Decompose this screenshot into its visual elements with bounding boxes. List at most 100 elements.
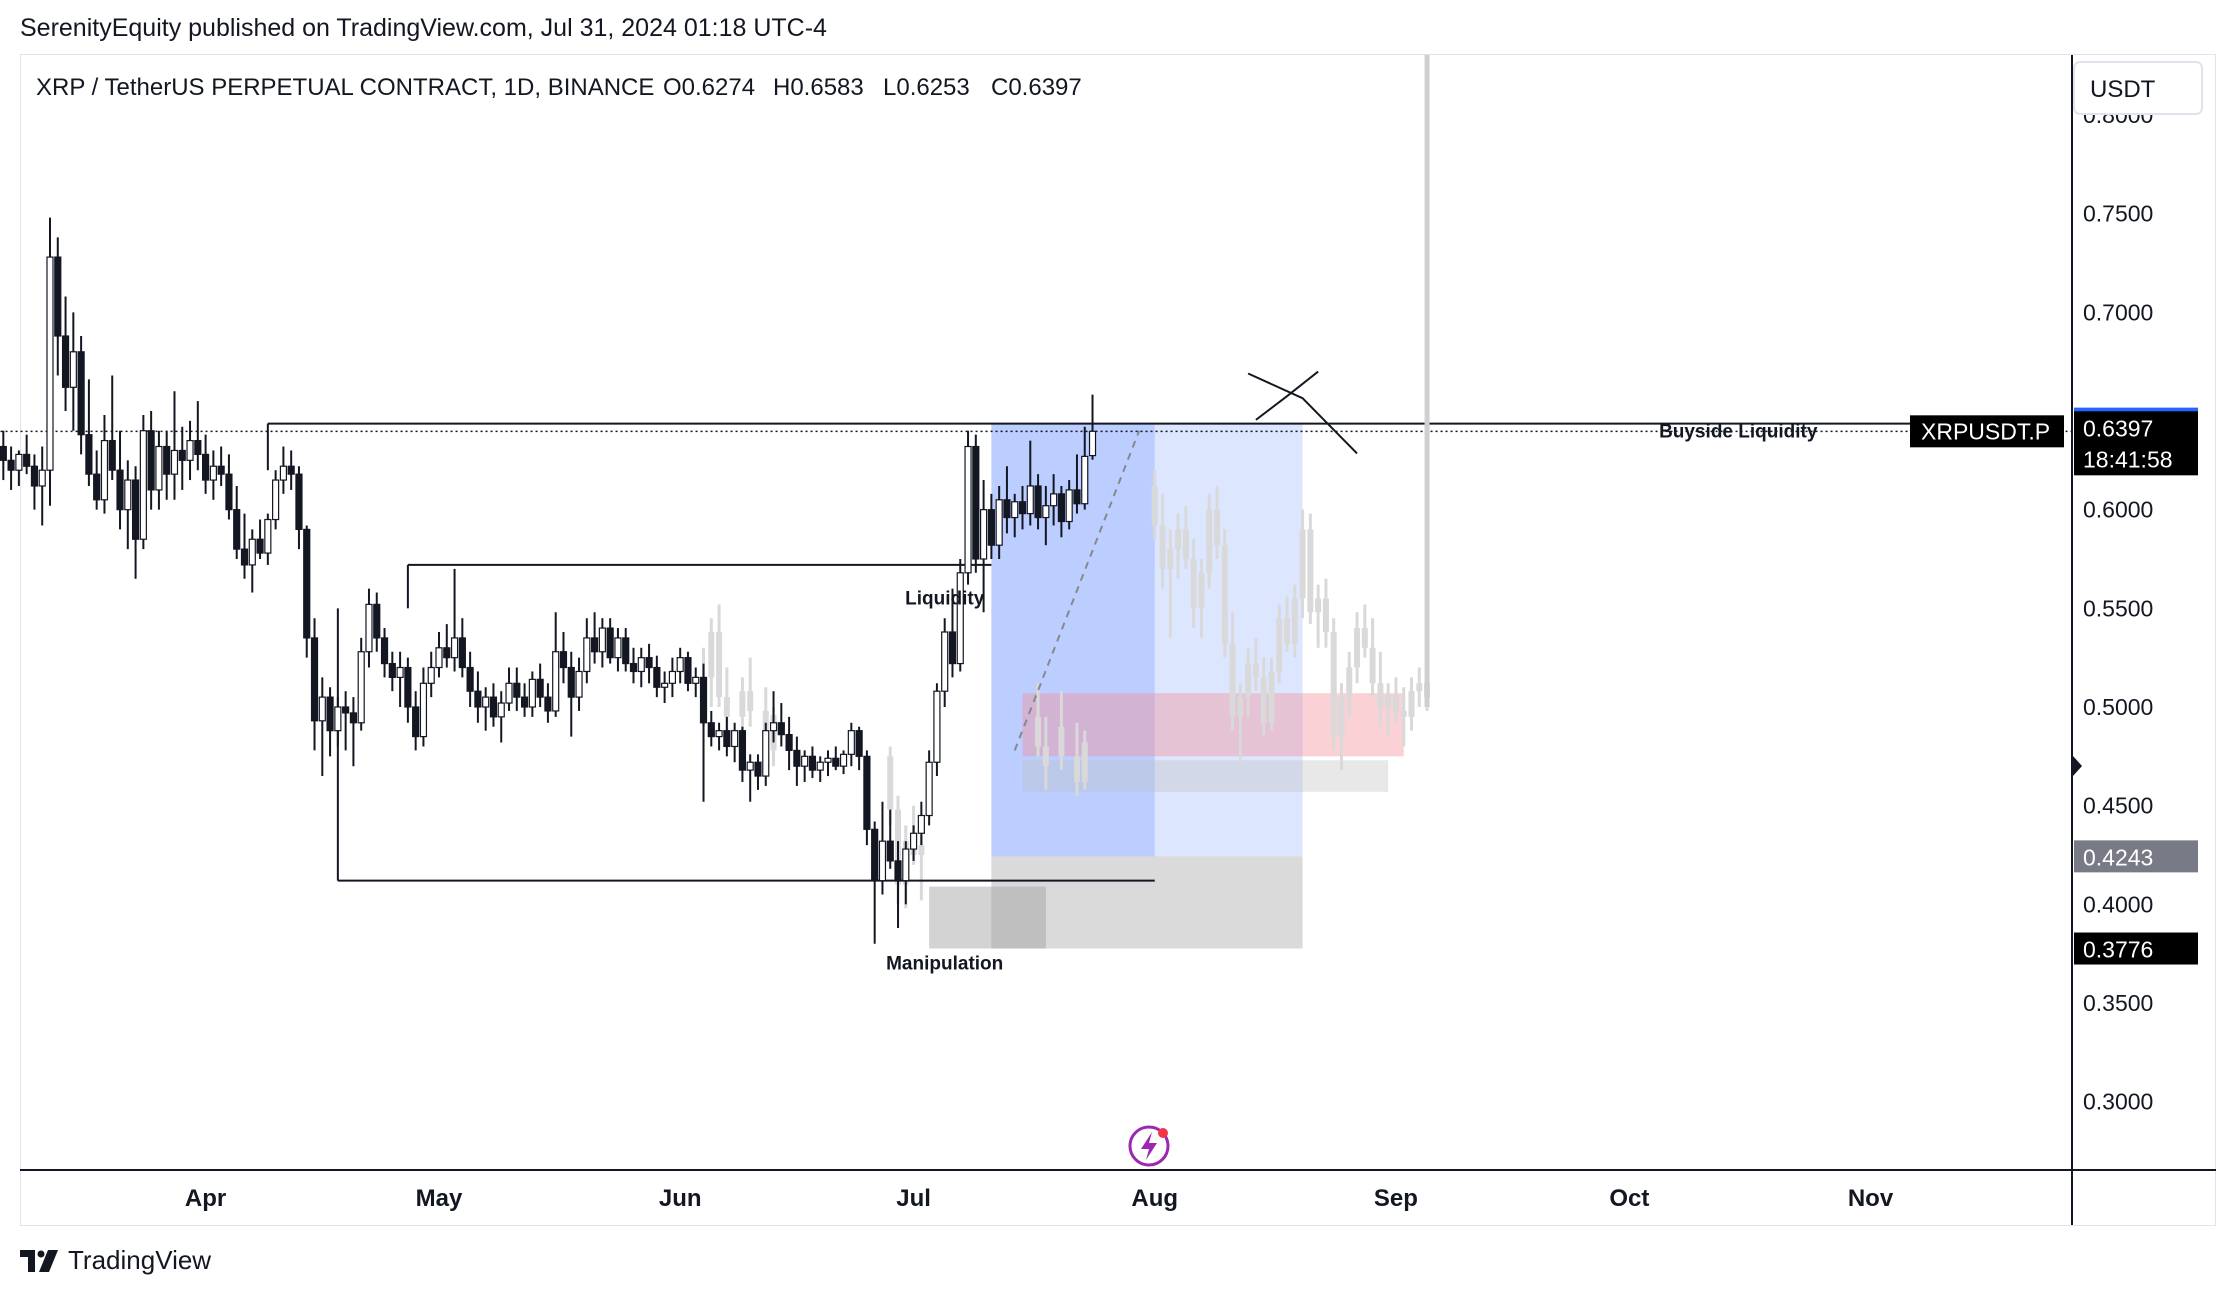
candle — [100, 439, 109, 501]
currency-button-bg[interactable] — [2073, 61, 2203, 115]
lightning-icon-bolt[interactable] — [1141, 1132, 1157, 1160]
projected-candle — [887, 756, 894, 810]
projected-candle — [1221, 545, 1228, 644]
candle — [1065, 489, 1073, 523]
projected-candle — [1299, 529, 1306, 599]
projected-candle — [1315, 598, 1322, 613]
projected-candle — [1198, 572, 1205, 609]
candle — [388, 662, 396, 678]
price-tick-label: 0.3500 — [2083, 990, 2153, 1016]
time-tick-label: Sep — [1374, 1185, 1418, 1212]
price-label-bg — [2074, 932, 2198, 965]
candle — [373, 603, 381, 639]
candle — [458, 637, 466, 669]
symbol-tag-bg — [1910, 415, 2064, 448]
projected-candle — [1284, 618, 1291, 644]
price-label-value: 0.4243 — [2083, 844, 2153, 870]
candle — [139, 430, 147, 540]
projected-candle — [1346, 667, 1353, 698]
candle — [723, 730, 731, 748]
projected-candle — [1338, 697, 1345, 737]
candle — [240, 548, 249, 566]
lightning-icon[interactable] — [1128, 1125, 1170, 1167]
x-mark-stroke-1 — [1247, 372, 1358, 455]
price-tick-label: 0.7500 — [2083, 201, 2153, 227]
candle — [972, 445, 980, 560]
x-mark-stroke-2 — [1255, 370, 1319, 421]
price-tick-label: 0.4500 — [2083, 793, 2153, 819]
candle — [668, 670, 677, 684]
projected-candle — [1291, 598, 1298, 644]
candle — [287, 465, 295, 475]
candle — [847, 730, 855, 755]
annotation-label: Manipulation — [886, 953, 1003, 974]
projected-candle — [1276, 618, 1283, 672]
footer-brand-label: TradingView — [68, 1245, 212, 1275]
candle — [1003, 499, 1011, 519]
projected-candle — [1322, 598, 1329, 633]
candle — [334, 706, 342, 732]
price-label-bg — [2074, 411, 2198, 476]
candle — [46, 256, 54, 471]
projected-candle — [1392, 695, 1399, 711]
candle — [1018, 501, 1027, 515]
candle — [598, 627, 606, 653]
projected-candle — [1416, 683, 1423, 692]
candle — [917, 814, 925, 834]
candle — [520, 696, 529, 708]
time-tick-label: Aug — [1131, 1185, 1178, 1212]
projected-candle — [1175, 529, 1182, 550]
candle — [964, 445, 972, 574]
candle — [653, 666, 661, 688]
price-tick-label: 0.3000 — [2083, 1089, 2153, 1115]
annotation-label: Buyside Liquidity — [1659, 422, 1818, 443]
projected-candle — [1377, 683, 1384, 707]
projected-candle — [1206, 509, 1213, 573]
projected-candle — [1252, 663, 1259, 678]
candle — [131, 479, 140, 540]
notification-dot — [1158, 1128, 1168, 1138]
candle — [1050, 493, 1058, 507]
candle — [559, 651, 568, 669]
projected-candle — [1369, 647, 1376, 684]
candle — [326, 696, 334, 732]
candle — [637, 657, 645, 673]
candle — [886, 840, 894, 862]
candle — [528, 678, 536, 708]
projected-candle — [1237, 697, 1244, 717]
projected-candle — [1182, 529, 1189, 559]
ohlc-h-value: H0.6583 — [773, 74, 864, 101]
candle — [816, 761, 824, 771]
candle — [715, 730, 723, 738]
chart-frame — [20, 54, 2216, 1226]
candle — [676, 657, 684, 673]
candle — [505, 682, 513, 704]
candle — [948, 631, 957, 665]
candle — [855, 730, 863, 757]
projected-candle — [716, 632, 723, 698]
projected-candle — [1035, 716, 1042, 747]
candle — [552, 651, 560, 712]
projected-candle — [1081, 742, 1088, 782]
candle — [777, 722, 785, 736]
candle — [318, 696, 326, 722]
candle — [575, 670, 583, 698]
candle — [342, 706, 350, 714]
footer-brand[interactable]: TradingView — [20, 1245, 211, 1276]
candle — [699, 676, 708, 724]
currency-button[interactable]: USDT — [2073, 61, 2203, 115]
projected-candle — [1190, 558, 1197, 609]
candle — [762, 730, 770, 777]
time-tick-label: Jun — [659, 1185, 702, 1212]
candle — [902, 848, 910, 882]
projected-candle — [1307, 529, 1314, 613]
projected-candle — [1058, 726, 1065, 757]
candle — [793, 749, 801, 767]
annotation-label: Liquidity — [905, 588, 985, 609]
candle — [995, 499, 1003, 546]
candle — [256, 538, 264, 554]
time-tick-label: Nov — [1848, 1185, 1894, 1212]
symbol-tag-label: XRPUSDT.P — [1921, 418, 2050, 444]
candle — [357, 651, 365, 724]
